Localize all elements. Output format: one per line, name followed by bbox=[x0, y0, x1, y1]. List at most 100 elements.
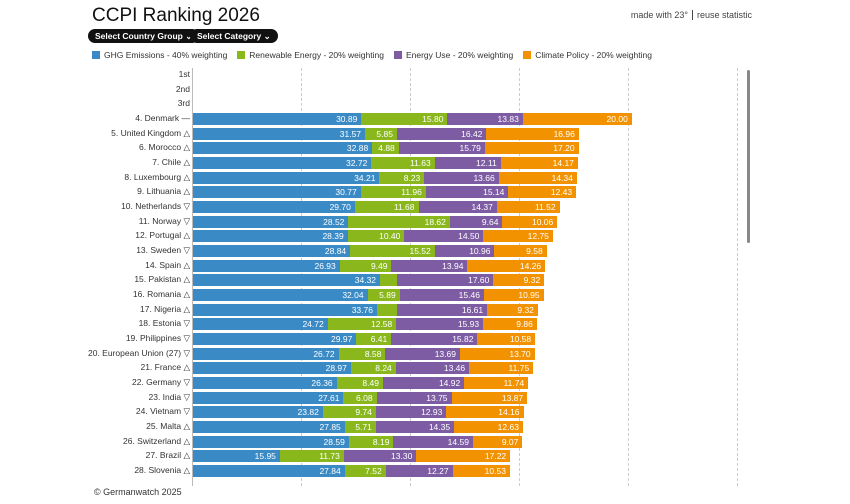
bar-segment[interactable]: 14.50 bbox=[404, 230, 484, 243]
bar-segment[interactable]: 28.59 bbox=[193, 435, 349, 448]
category-dropdown[interactable]: Select Category ⌄ bbox=[190, 29, 278, 43]
bar-segment[interactable]: 14.34 bbox=[498, 171, 577, 184]
bar-segment[interactable]: 26.93 bbox=[193, 259, 340, 272]
bar-segment[interactable]: 11.52 bbox=[496, 201, 560, 214]
bar-segment[interactable]: 11.74 bbox=[464, 377, 529, 390]
bar-segment[interactable]: 10.96 bbox=[434, 245, 495, 258]
bar-segment[interactable]: 12.75 bbox=[483, 230, 553, 243]
bar-segment[interactable]: 14.59 bbox=[393, 435, 473, 448]
bar-segment[interactable]: 27.84 bbox=[193, 465, 345, 478]
bar-segment[interactable]: 10.40 bbox=[347, 230, 405, 243]
bar-segment[interactable]: 28.52 bbox=[193, 215, 349, 228]
bar-segment[interactable]: 9.07 bbox=[472, 435, 523, 448]
bar-segment[interactable]: 8.24 bbox=[350, 362, 396, 375]
bar-segment[interactable]: 13.87 bbox=[451, 391, 528, 404]
bar-segment[interactable]: 14.16 bbox=[446, 406, 524, 419]
bar-segment[interactable]: 17.22 bbox=[416, 450, 511, 463]
bar-segment[interactable]: 13.66 bbox=[424, 171, 499, 184]
bar-segment[interactable]: 9.58 bbox=[494, 245, 547, 258]
bar-segment[interactable]: 10.53 bbox=[452, 465, 510, 478]
bar-segment[interactable]: 27.85 bbox=[193, 421, 345, 434]
bar-segment[interactable]: 32.88 bbox=[193, 142, 373, 155]
bar-segment[interactable]: 6.08 bbox=[343, 391, 377, 404]
bar-segment[interactable]: 13.30 bbox=[343, 450, 417, 463]
bar-segment[interactable]: 15.95 bbox=[193, 450, 280, 463]
bar-segment[interactable]: 14.37 bbox=[418, 201, 497, 214]
bar-segment[interactable]: 29.70 bbox=[193, 201, 355, 214]
legend-item[interactable]: GHG Emissions - 40% weighting bbox=[92, 50, 227, 60]
bar-segment[interactable]: 16.96 bbox=[486, 127, 579, 140]
scrollbar[interactable] bbox=[747, 70, 750, 243]
bar-segment[interactable]: 17.60 bbox=[397, 274, 494, 287]
bar-segment[interactable]: 15.80 bbox=[361, 113, 448, 125]
bar-segment[interactable]: 9.74 bbox=[322, 406, 376, 419]
bar-segment[interactable]: 8.58 bbox=[338, 347, 386, 360]
bar-segment[interactable]: 9.86 bbox=[483, 318, 537, 331]
legend-item[interactable]: Energy Use - 20% weighting bbox=[393, 50, 513, 60]
bar-segment[interactable]: 5.71 bbox=[344, 421, 376, 434]
bar-segment[interactable]: 30.89 bbox=[193, 113, 362, 125]
bar-segment[interactable]: 34.21 bbox=[193, 171, 380, 184]
bar-segment[interactable]: 8.49 bbox=[336, 377, 383, 390]
bar-segment[interactable]: 10.58 bbox=[477, 333, 536, 346]
bar-segment[interactable]: 8.19 bbox=[348, 435, 394, 448]
bar-segment[interactable]: 24.72 bbox=[193, 318, 328, 331]
bar-segment[interactable]: 12.93 bbox=[375, 406, 447, 419]
bar-segment[interactable]: 16.42 bbox=[396, 127, 487, 140]
bar-segment[interactable]: 13.83 bbox=[447, 113, 523, 125]
bar-segment[interactable]: 7.52 bbox=[344, 465, 386, 478]
bar-segment[interactable]: 9.32 bbox=[493, 274, 545, 287]
country-group-dropdown[interactable]: Select Country Group ⌄ bbox=[88, 29, 200, 43]
bar-segment[interactable]: 12.63 bbox=[454, 421, 523, 434]
bar-segment[interactable]: 13.46 bbox=[395, 362, 470, 375]
made-with-link[interactable]: made with 23° bbox=[630, 10, 688, 20]
bar-segment[interactable]: 31.57 bbox=[193, 127, 366, 140]
bar-segment[interactable]: 11.75 bbox=[469, 362, 534, 375]
bar-segment[interactable]: 15.14 bbox=[425, 186, 509, 199]
bar-segment[interactable]: 6.41 bbox=[356, 333, 392, 346]
bar-segment[interactable]: 14.92 bbox=[382, 377, 465, 390]
bar-segment[interactable]: 18.62 bbox=[348, 215, 450, 228]
bar-segment[interactable]: 28.97 bbox=[193, 362, 351, 375]
bar-segment[interactable] bbox=[380, 274, 398, 287]
bar-segment[interactable]: 9.32 bbox=[487, 303, 538, 316]
bar-segment[interactable]: 12.58 bbox=[327, 318, 397, 331]
bar-segment[interactable]: 26.36 bbox=[193, 377, 337, 390]
bar-segment[interactable]: 12.27 bbox=[385, 465, 453, 478]
bar-segment[interactable]: 27.61 bbox=[193, 391, 344, 404]
bar-segment[interactable]: 15.79 bbox=[398, 142, 485, 155]
bar-segment[interactable]: 15.82 bbox=[391, 333, 478, 346]
bar-segment[interactable]: 11.73 bbox=[279, 450, 344, 463]
bar-segment[interactable]: 20.00 bbox=[522, 113, 632, 125]
bar-segment[interactable]: 23.82 bbox=[193, 406, 323, 419]
bar-segment[interactable]: 15.46 bbox=[399, 289, 484, 302]
bar-segment[interactable]: 13.94 bbox=[391, 259, 468, 272]
bar-segment[interactable]: 11.96 bbox=[360, 186, 426, 199]
bar-segment[interactable]: 15.52 bbox=[350, 245, 435, 258]
bar-segment[interactable]: 11.63 bbox=[371, 157, 435, 170]
reuse-statistic-link[interactable]: reuse statistic bbox=[696, 10, 752, 20]
bar-segment[interactable]: 8.23 bbox=[379, 171, 425, 184]
bar-segment[interactable]: 14.17 bbox=[500, 157, 578, 170]
bar-segment[interactable]: 9.49 bbox=[339, 259, 392, 272]
legend-item[interactable]: Climate Policy - 20% weighting bbox=[523, 50, 652, 60]
bar-segment[interactable]: 13.75 bbox=[376, 391, 452, 404]
bar-segment[interactable]: 14.35 bbox=[375, 421, 455, 434]
bar-segment[interactable]: 29.97 bbox=[193, 333, 357, 346]
bar-segment[interactable]: 11.68 bbox=[354, 201, 419, 214]
bar-segment[interactable]: 5.85 bbox=[365, 127, 397, 140]
bar-segment[interactable]: 12.43 bbox=[508, 186, 577, 199]
bar-segment[interactable]: 34.32 bbox=[193, 274, 381, 287]
bar-segment[interactable]: 10.95 bbox=[483, 289, 544, 302]
bar-segment[interactable]: 15.93 bbox=[396, 318, 484, 331]
bar-segment[interactable]: 4.88 bbox=[372, 142, 399, 155]
bar-segment[interactable]: 17.20 bbox=[484, 142, 579, 155]
bar-segment[interactable]: 13.70 bbox=[459, 347, 535, 360]
legend-item[interactable]: Renewable Energy - 20% weighting bbox=[237, 50, 384, 60]
bar-segment[interactable]: 12.11 bbox=[434, 157, 501, 170]
bar-segment[interactable]: 16.61 bbox=[396, 303, 488, 316]
bar-segment[interactable]: 28.39 bbox=[193, 230, 348, 243]
bar-segment[interactable]: 5.89 bbox=[367, 289, 400, 302]
bar-segment[interactable]: 13.69 bbox=[385, 347, 460, 360]
bar-segment[interactable]: 10.06 bbox=[502, 215, 558, 228]
